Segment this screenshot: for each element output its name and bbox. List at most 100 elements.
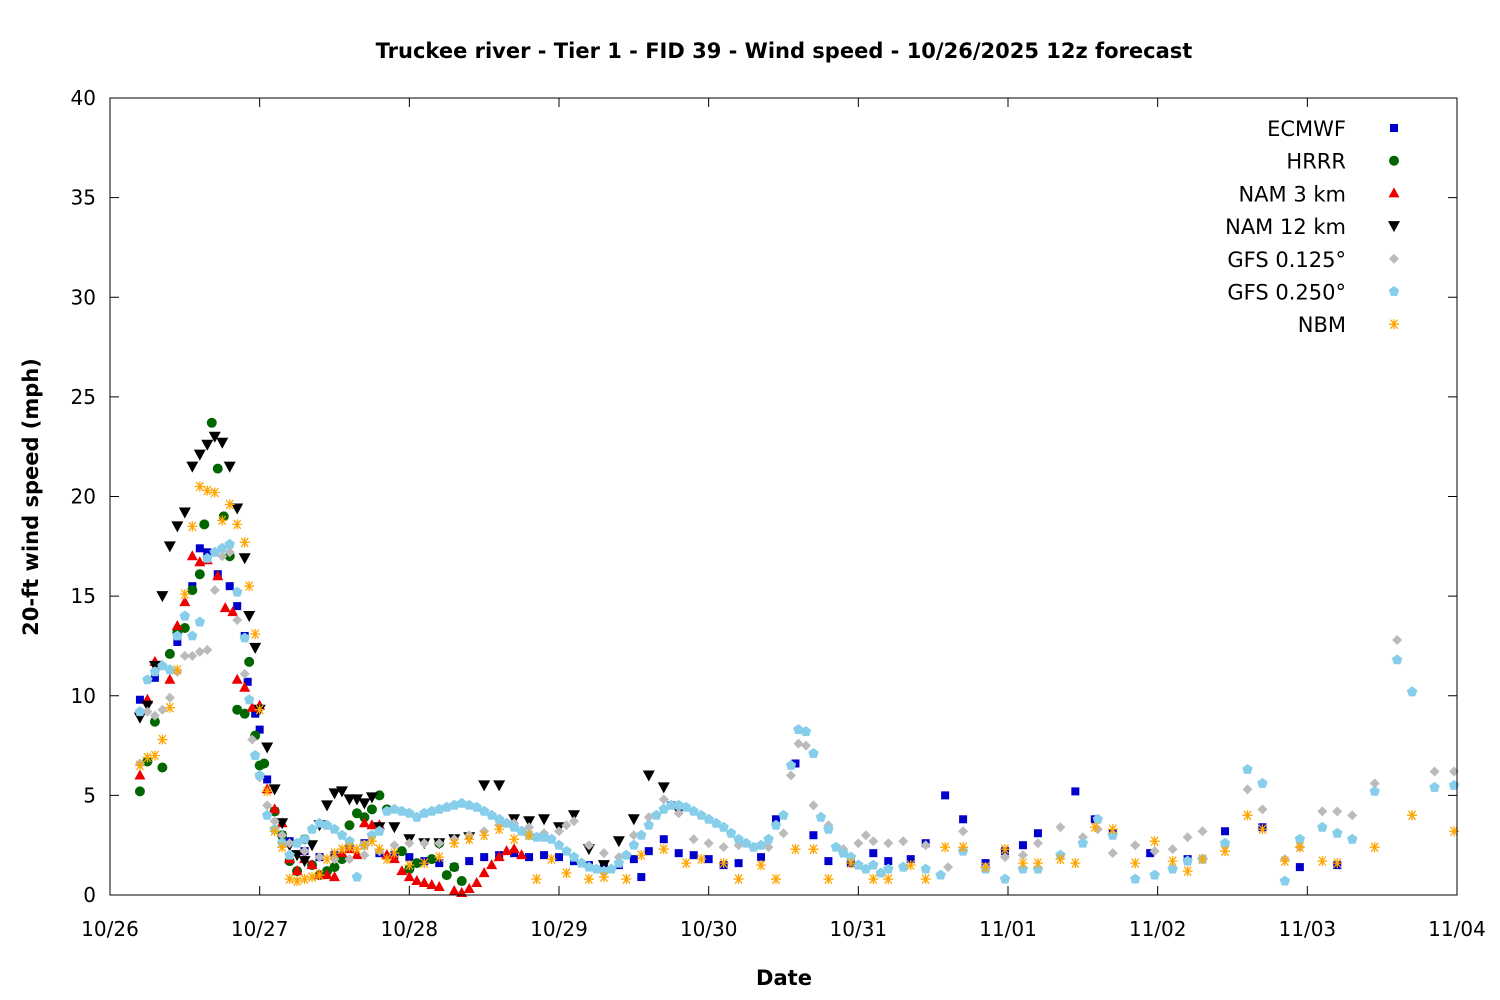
- data-point: [321, 800, 334, 812]
- data-point: [658, 803, 669, 814]
- data-point: [212, 463, 223, 474]
- data-point: [591, 863, 602, 874]
- data-point: [523, 816, 536, 828]
- y-tick-label: 20: [71, 485, 96, 509]
- data-point: [292, 876, 303, 887]
- data-point: [763, 842, 774, 853]
- data-point: [418, 877, 430, 888]
- data-point: [358, 798, 371, 810]
- data-point: [546, 833, 557, 844]
- data-point: [1279, 875, 1291, 886]
- x-axis-label: Date: [756, 966, 812, 990]
- data-point: [980, 862, 991, 873]
- data-point: [999, 873, 1011, 884]
- data-point: [179, 623, 190, 634]
- data-point: [134, 760, 145, 771]
- series-2: [134, 550, 528, 898]
- data-point: [734, 859, 743, 868]
- data-point: [135, 695, 144, 704]
- data-point: [157, 734, 168, 745]
- data-point: [598, 872, 609, 883]
- legend-marker: [1389, 155, 1399, 166]
- data-point: [194, 646, 205, 657]
- data-point: [531, 874, 542, 885]
- data-point: [173, 637, 182, 646]
- data-point: [1242, 764, 1253, 774]
- data-point: [657, 782, 670, 794]
- data-point: [208, 431, 221, 443]
- data-point: [244, 656, 255, 667]
- data-point: [823, 823, 834, 834]
- data-point: [868, 836, 879, 847]
- data-point: [141, 700, 154, 712]
- data-point: [637, 873, 646, 882]
- data-point: [845, 858, 856, 869]
- data-point: [1294, 842, 1305, 853]
- data-point: [404, 838, 415, 849]
- data-point: [613, 857, 625, 868]
- data-point: [642, 770, 655, 782]
- data-point: [1055, 854, 1066, 865]
- data-point: [321, 819, 333, 830]
- data-point: [179, 650, 190, 661]
- data-point: [1295, 863, 1304, 872]
- data-point: [194, 481, 205, 492]
- data-point: [525, 853, 534, 862]
- data-point: [884, 857, 893, 866]
- data-point: [1000, 844, 1011, 855]
- legend-marker: [1389, 319, 1399, 330]
- data-point: [209, 585, 220, 596]
- data-point: [1257, 777, 1268, 788]
- data-point: [1332, 827, 1343, 838]
- data-point: [1347, 810, 1358, 821]
- data-point: [583, 874, 594, 885]
- data-point: [853, 838, 864, 849]
- data-point: [263, 775, 272, 784]
- data-point: [201, 439, 214, 451]
- data-point: [718, 842, 729, 853]
- data-point: [621, 849, 632, 860]
- data-point: [493, 851, 505, 862]
- data-point: [336, 829, 348, 840]
- data-point: [785, 770, 796, 781]
- data-point: [1391, 654, 1403, 665]
- data-point: [434, 852, 445, 863]
- data-point: [157, 762, 168, 773]
- data-point: [223, 461, 236, 473]
- data-point: [920, 874, 931, 885]
- data-points: [133, 417, 1460, 898]
- data-point: [239, 632, 250, 643]
- data-point: [757, 853, 766, 862]
- data-point: [478, 780, 491, 792]
- data-point: [808, 748, 819, 758]
- data-point: [1032, 858, 1043, 869]
- data-point: [1429, 781, 1440, 792]
- data-point: [479, 830, 490, 841]
- data-point: [561, 820, 572, 831]
- data-point: [277, 842, 288, 853]
- data-point: [374, 825, 385, 836]
- data-point: [681, 801, 692, 812]
- data-point: [456, 797, 467, 808]
- x-tick-label: 10/28: [381, 917, 439, 941]
- data-point: [1107, 848, 1118, 859]
- data-point: [314, 817, 325, 828]
- data-point: [249, 750, 261, 760]
- data-point: [838, 847, 849, 858]
- data-point: [493, 780, 506, 792]
- data-point: [441, 870, 452, 881]
- data-point: [329, 871, 340, 882]
- data-point: [259, 758, 270, 769]
- data-point: [943, 862, 954, 873]
- data-point: [374, 844, 385, 855]
- data-point: [1449, 766, 1460, 777]
- data-point: [636, 829, 647, 840]
- data-point: [688, 834, 699, 845]
- data-point: [689, 851, 698, 860]
- data-point: [187, 650, 198, 661]
- data-point: [516, 825, 527, 836]
- data-point: [464, 834, 475, 845]
- data-point: [449, 838, 460, 849]
- data-point: [157, 704, 168, 715]
